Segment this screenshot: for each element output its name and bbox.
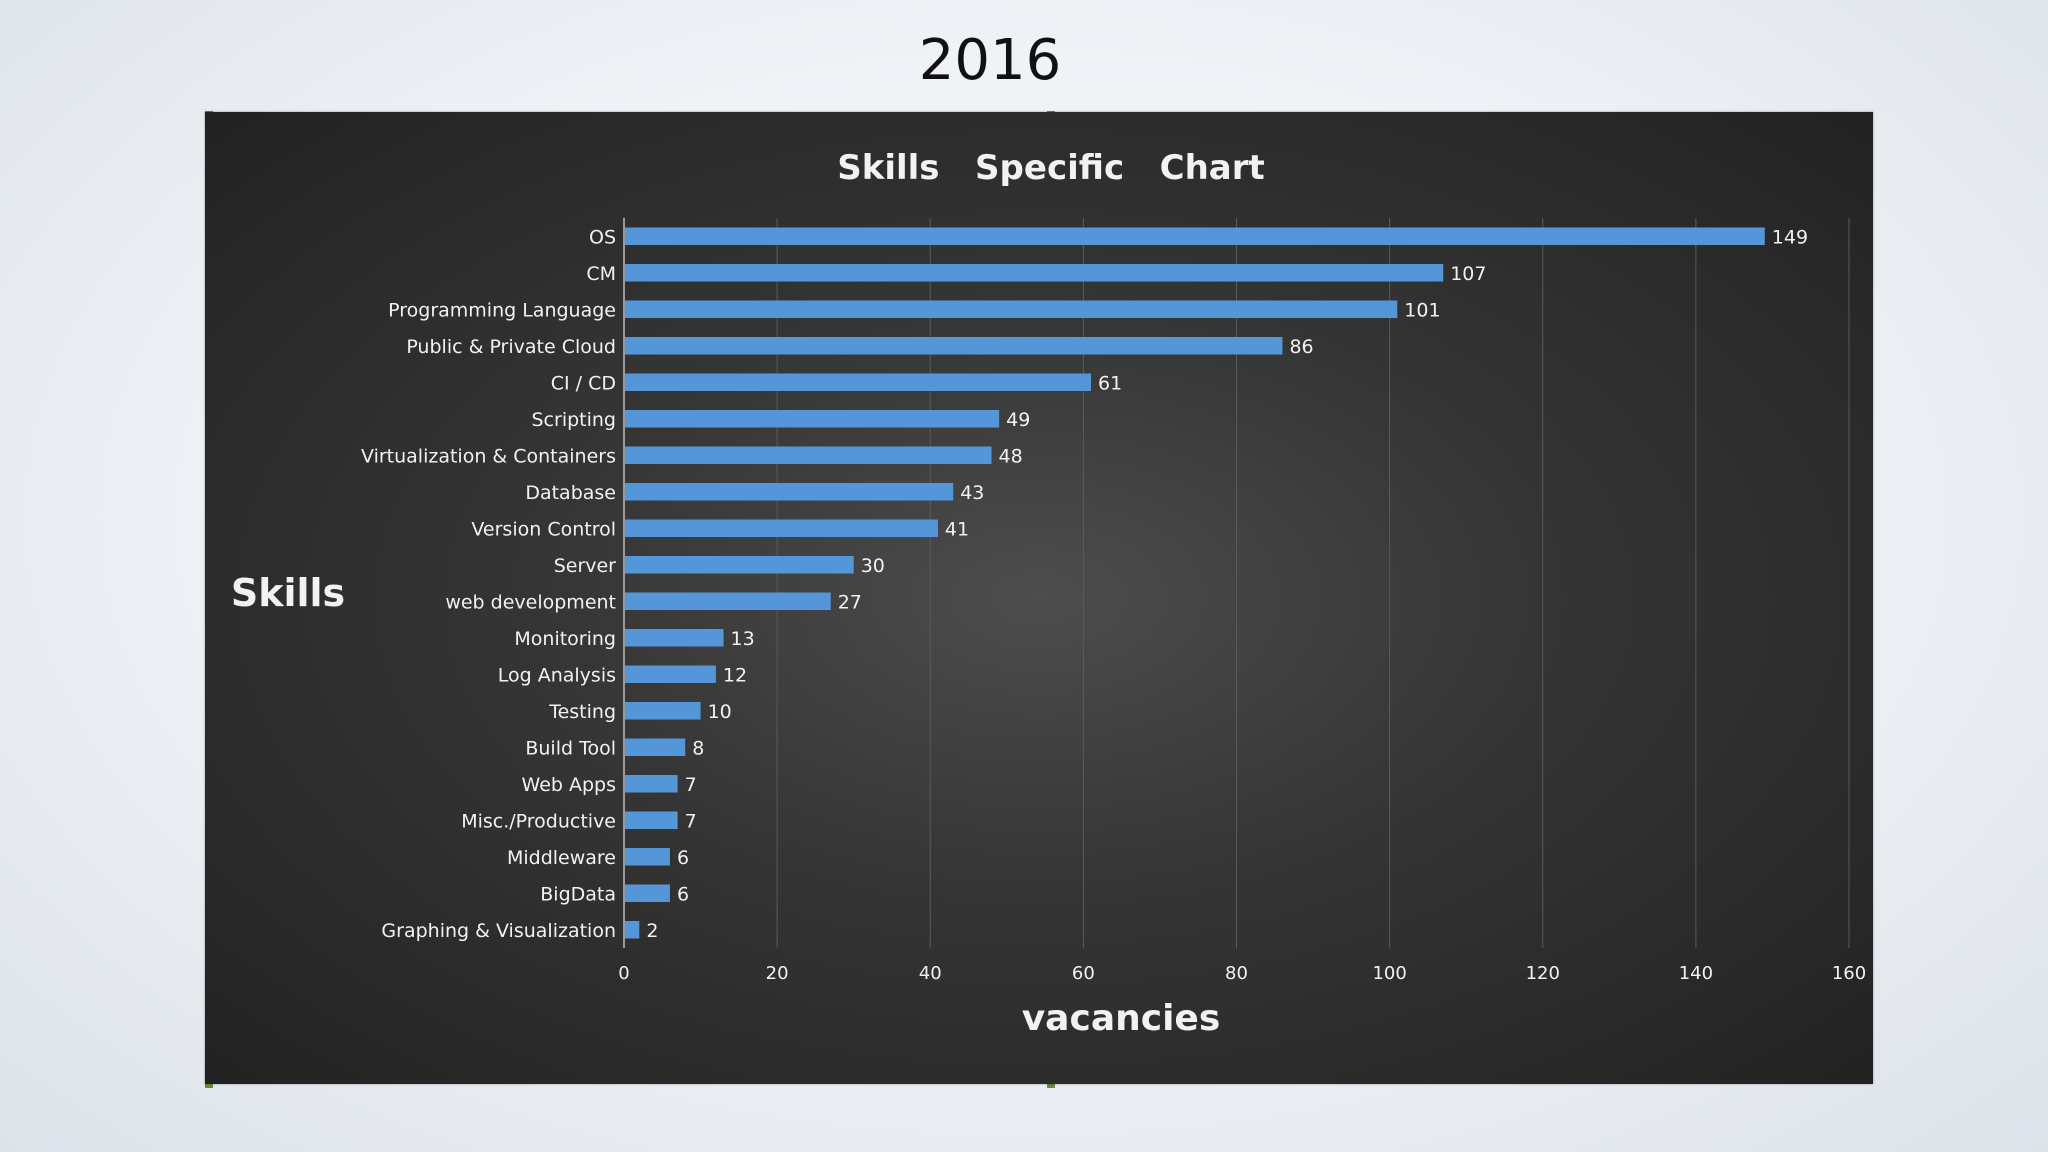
x-tick-label: 100: [1372, 963, 1406, 984]
bar: [624, 665, 716, 684]
category-label: Virtualization & Containers: [361, 445, 616, 467]
bar: [624, 628, 724, 647]
bar: [624, 373, 1092, 392]
bar-chart: Skills Specific Chart Skills vacancies O…: [231, 148, 1866, 1039]
data-label: 61: [1098, 372, 1122, 394]
data-label: 8: [692, 737, 704, 759]
bar: [624, 774, 678, 793]
data-label: 12: [723, 664, 747, 686]
data-label: 13: [731, 628, 755, 650]
category-label: BigData: [540, 883, 616, 905]
category-label: Scripting: [532, 409, 617, 431]
category-label: Public & Private Cloud: [406, 336, 616, 358]
category-label: Web Apps: [522, 774, 616, 796]
bar: [624, 701, 701, 720]
x-tick-labels: 0 20 40 60 80 100 120 140 160: [618, 963, 1866, 984]
category-label: Build Tool: [525, 737, 616, 759]
bar: [624, 336, 1283, 355]
data-label: 10: [708, 701, 732, 723]
chart-title: Skills Specific Chart: [837, 148, 1265, 188]
category-label: Misc./Productive: [461, 810, 616, 832]
category-label: Version Control: [471, 518, 616, 540]
slide-title: 2016: [918, 28, 1062, 93]
data-label: 149: [1772, 226, 1808, 248]
bar: [624, 300, 1398, 319]
category-label: Middleware: [507, 847, 616, 869]
data-label: 86: [1289, 336, 1313, 358]
x-axis-title: vacancies: [1022, 998, 1221, 1039]
bar: [624, 519, 938, 538]
x-tick-label: 80: [1225, 963, 1248, 984]
chart-panel: Skills Specific Chart Skills vacancies O…: [205, 112, 1873, 1084]
x-tick-label: 40: [919, 963, 942, 984]
y-axis-title: Skills: [231, 571, 345, 615]
category-label: Programming Language: [388, 299, 616, 321]
bar: [624, 446, 992, 465]
x-tick-label: 120: [1526, 963, 1560, 984]
x-tick-label: 0: [618, 963, 629, 984]
data-label: 30: [861, 555, 885, 577]
selection-handle[interactable]: [1047, 1080, 1055, 1088]
x-tick-label: 160: [1832, 963, 1866, 984]
data-label: 27: [838, 591, 862, 613]
x-tick-label: 20: [766, 963, 789, 984]
category-label: Graphing & Visualization: [381, 920, 616, 942]
data-label: 48: [999, 445, 1023, 467]
bar: [624, 227, 1765, 246]
bars: [624, 227, 1765, 939]
category-label: Server: [554, 555, 616, 577]
bar: [624, 555, 854, 574]
category-labels: OS CM Programming Language Public & Private…: [361, 226, 616, 942]
data-label: 101: [1404, 299, 1440, 321]
bar: [624, 884, 670, 903]
bar: [624, 847, 670, 866]
category-label: CI / CD: [551, 372, 616, 394]
data-label: 49: [1006, 409, 1030, 431]
data-label: 107: [1450, 263, 1486, 285]
category-label: Database: [525, 482, 616, 504]
bar: [624, 482, 954, 501]
data-label: 2: [646, 920, 658, 942]
bar: [624, 738, 686, 757]
data-label: 7: [685, 774, 697, 796]
data-label: 43: [960, 482, 984, 504]
bar: [624, 920, 640, 939]
bar: [624, 811, 678, 830]
selection-handle[interactable]: [205, 1080, 213, 1088]
category-label: web development: [445, 591, 616, 613]
category-label: Monitoring: [514, 628, 616, 650]
gridlines: [776, 218, 1850, 948]
bar: [624, 263, 1444, 282]
category-label: CM: [586, 263, 616, 285]
category-label: Testing: [548, 701, 616, 723]
data-label: 7: [685, 810, 697, 832]
x-tick-label: 60: [1072, 963, 1095, 984]
data-label: 41: [945, 518, 969, 540]
category-label: Log Analysis: [498, 664, 616, 686]
bar: [624, 592, 831, 611]
data-label: 6: [677, 847, 689, 869]
category-label: OS: [589, 226, 616, 248]
bar: [624, 409, 1000, 428]
x-tick-label: 140: [1679, 963, 1713, 984]
data-label: 6: [677, 883, 689, 905]
